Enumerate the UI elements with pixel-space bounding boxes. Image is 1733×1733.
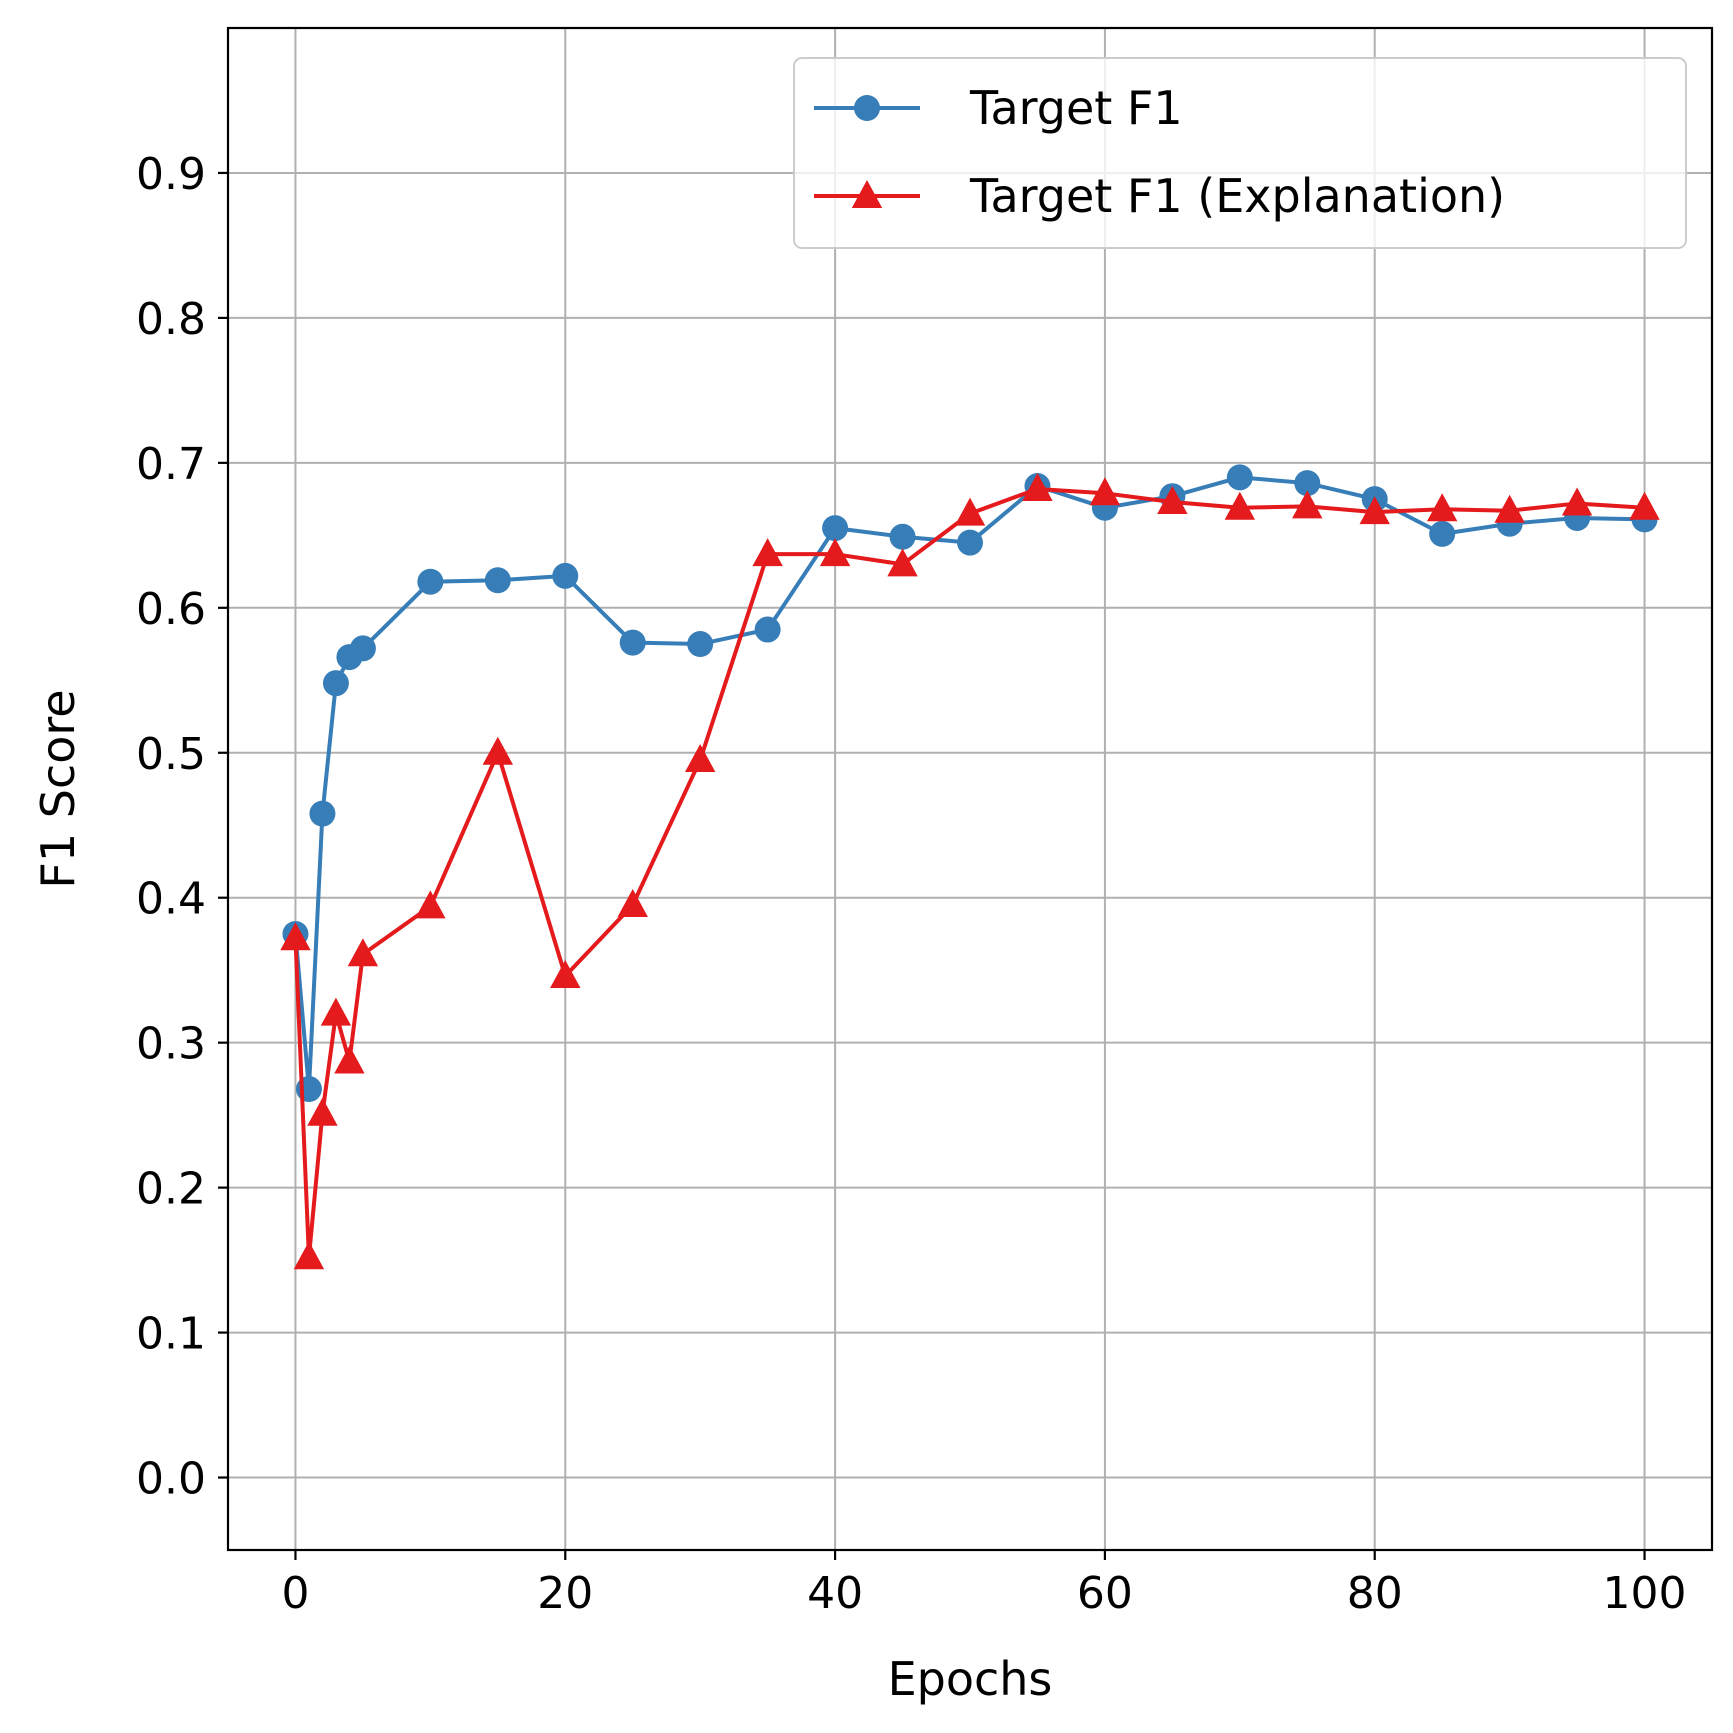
x-axis-label: Epochs [888, 1652, 1053, 1706]
data-point [1226, 464, 1253, 491]
legend-box [793, 57, 1687, 249]
data-point [1022, 472, 1053, 501]
data-point [322, 670, 349, 697]
data-point [684, 744, 716, 773]
data-point [619, 629, 646, 656]
legend-marker [854, 95, 880, 121]
y-tick-label: 0.3 [136, 1019, 206, 1070]
data-point [280, 922, 311, 951]
data-point [334, 1045, 365, 1074]
data-point [484, 567, 511, 594]
y-tick-label: 0.5 [136, 729, 206, 780]
series-2 [280, 472, 1660, 1270]
x-tick-label: 60 [1077, 1568, 1133, 1619]
data-point [887, 548, 918, 577]
plot-frame [226, 26, 1714, 1552]
y-tick-label: 0.8 [136, 294, 206, 345]
data-point [889, 523, 916, 550]
x-tick-label: 0 [281, 1568, 309, 1619]
x-tick-label: 100 [1603, 1568, 1687, 1619]
axis-ticks: 0 20 40 60 80 100 0.0 0.1 0.2 0.3 0.4 0.5 0.6 0.7 0.8 0… [136, 149, 1687, 1619]
legend-label: Target F1 [969, 81, 1183, 135]
data-point [957, 529, 983, 556]
x-tick-label: 20 [537, 1568, 593, 1619]
data-point [1224, 491, 1256, 520]
grid-lines [228, 28, 1712, 1550]
data-point [552, 562, 579, 589]
data-point [550, 959, 581, 988]
data-point [1426, 493, 1458, 522]
y-tick-label: 0.0 [136, 1454, 206, 1505]
y-tick-label: 0.2 [136, 1164, 206, 1215]
data-point [754, 616, 781, 643]
data-point [417, 568, 444, 595]
data-point [617, 888, 648, 917]
x-tick-label: 40 [807, 1568, 863, 1619]
data-point [752, 538, 783, 567]
x-tick-label: 80 [1347, 1568, 1403, 1619]
data-point [349, 635, 376, 662]
data-point [1359, 496, 1390, 525]
data-point [1561, 487, 1593, 516]
data-point [819, 538, 851, 567]
data-point [307, 1097, 338, 1126]
y-tick-label: 0.6 [136, 584, 206, 635]
data-point [1294, 470, 1321, 497]
legend-label: Target F1 (Explanation) [969, 169, 1505, 223]
data-point [1429, 520, 1456, 547]
y-tick-label: 0.4 [136, 874, 206, 925]
series-layer [280, 464, 1660, 1270]
legend-marker [851, 180, 883, 208]
series-line [293, 486, 1645, 1260]
data-point [347, 938, 379, 967]
data-point [293, 1241, 325, 1270]
data-point [954, 497, 986, 526]
y-tick-label: 0.9 [136, 149, 206, 200]
data-point [1292, 490, 1323, 519]
y-axis-label: F1 Score [31, 689, 85, 888]
data-point [320, 997, 352, 1026]
data-point [687, 631, 714, 658]
legend: Target F1 Target F1 (Explanation) [793, 57, 1687, 249]
data-point [1629, 491, 1660, 520]
y-tick-label: 0.1 [136, 1309, 206, 1360]
data-point [1089, 477, 1121, 506]
data-point [309, 800, 336, 827]
data-point [415, 890, 446, 919]
y-tick-label: 0.7 [136, 439, 206, 490]
data-point [1494, 494, 1525, 523]
data-point [822, 515, 849, 542]
data-point [1157, 485, 1188, 514]
series-1 [282, 464, 1658, 1103]
data-point [482, 736, 514, 765]
